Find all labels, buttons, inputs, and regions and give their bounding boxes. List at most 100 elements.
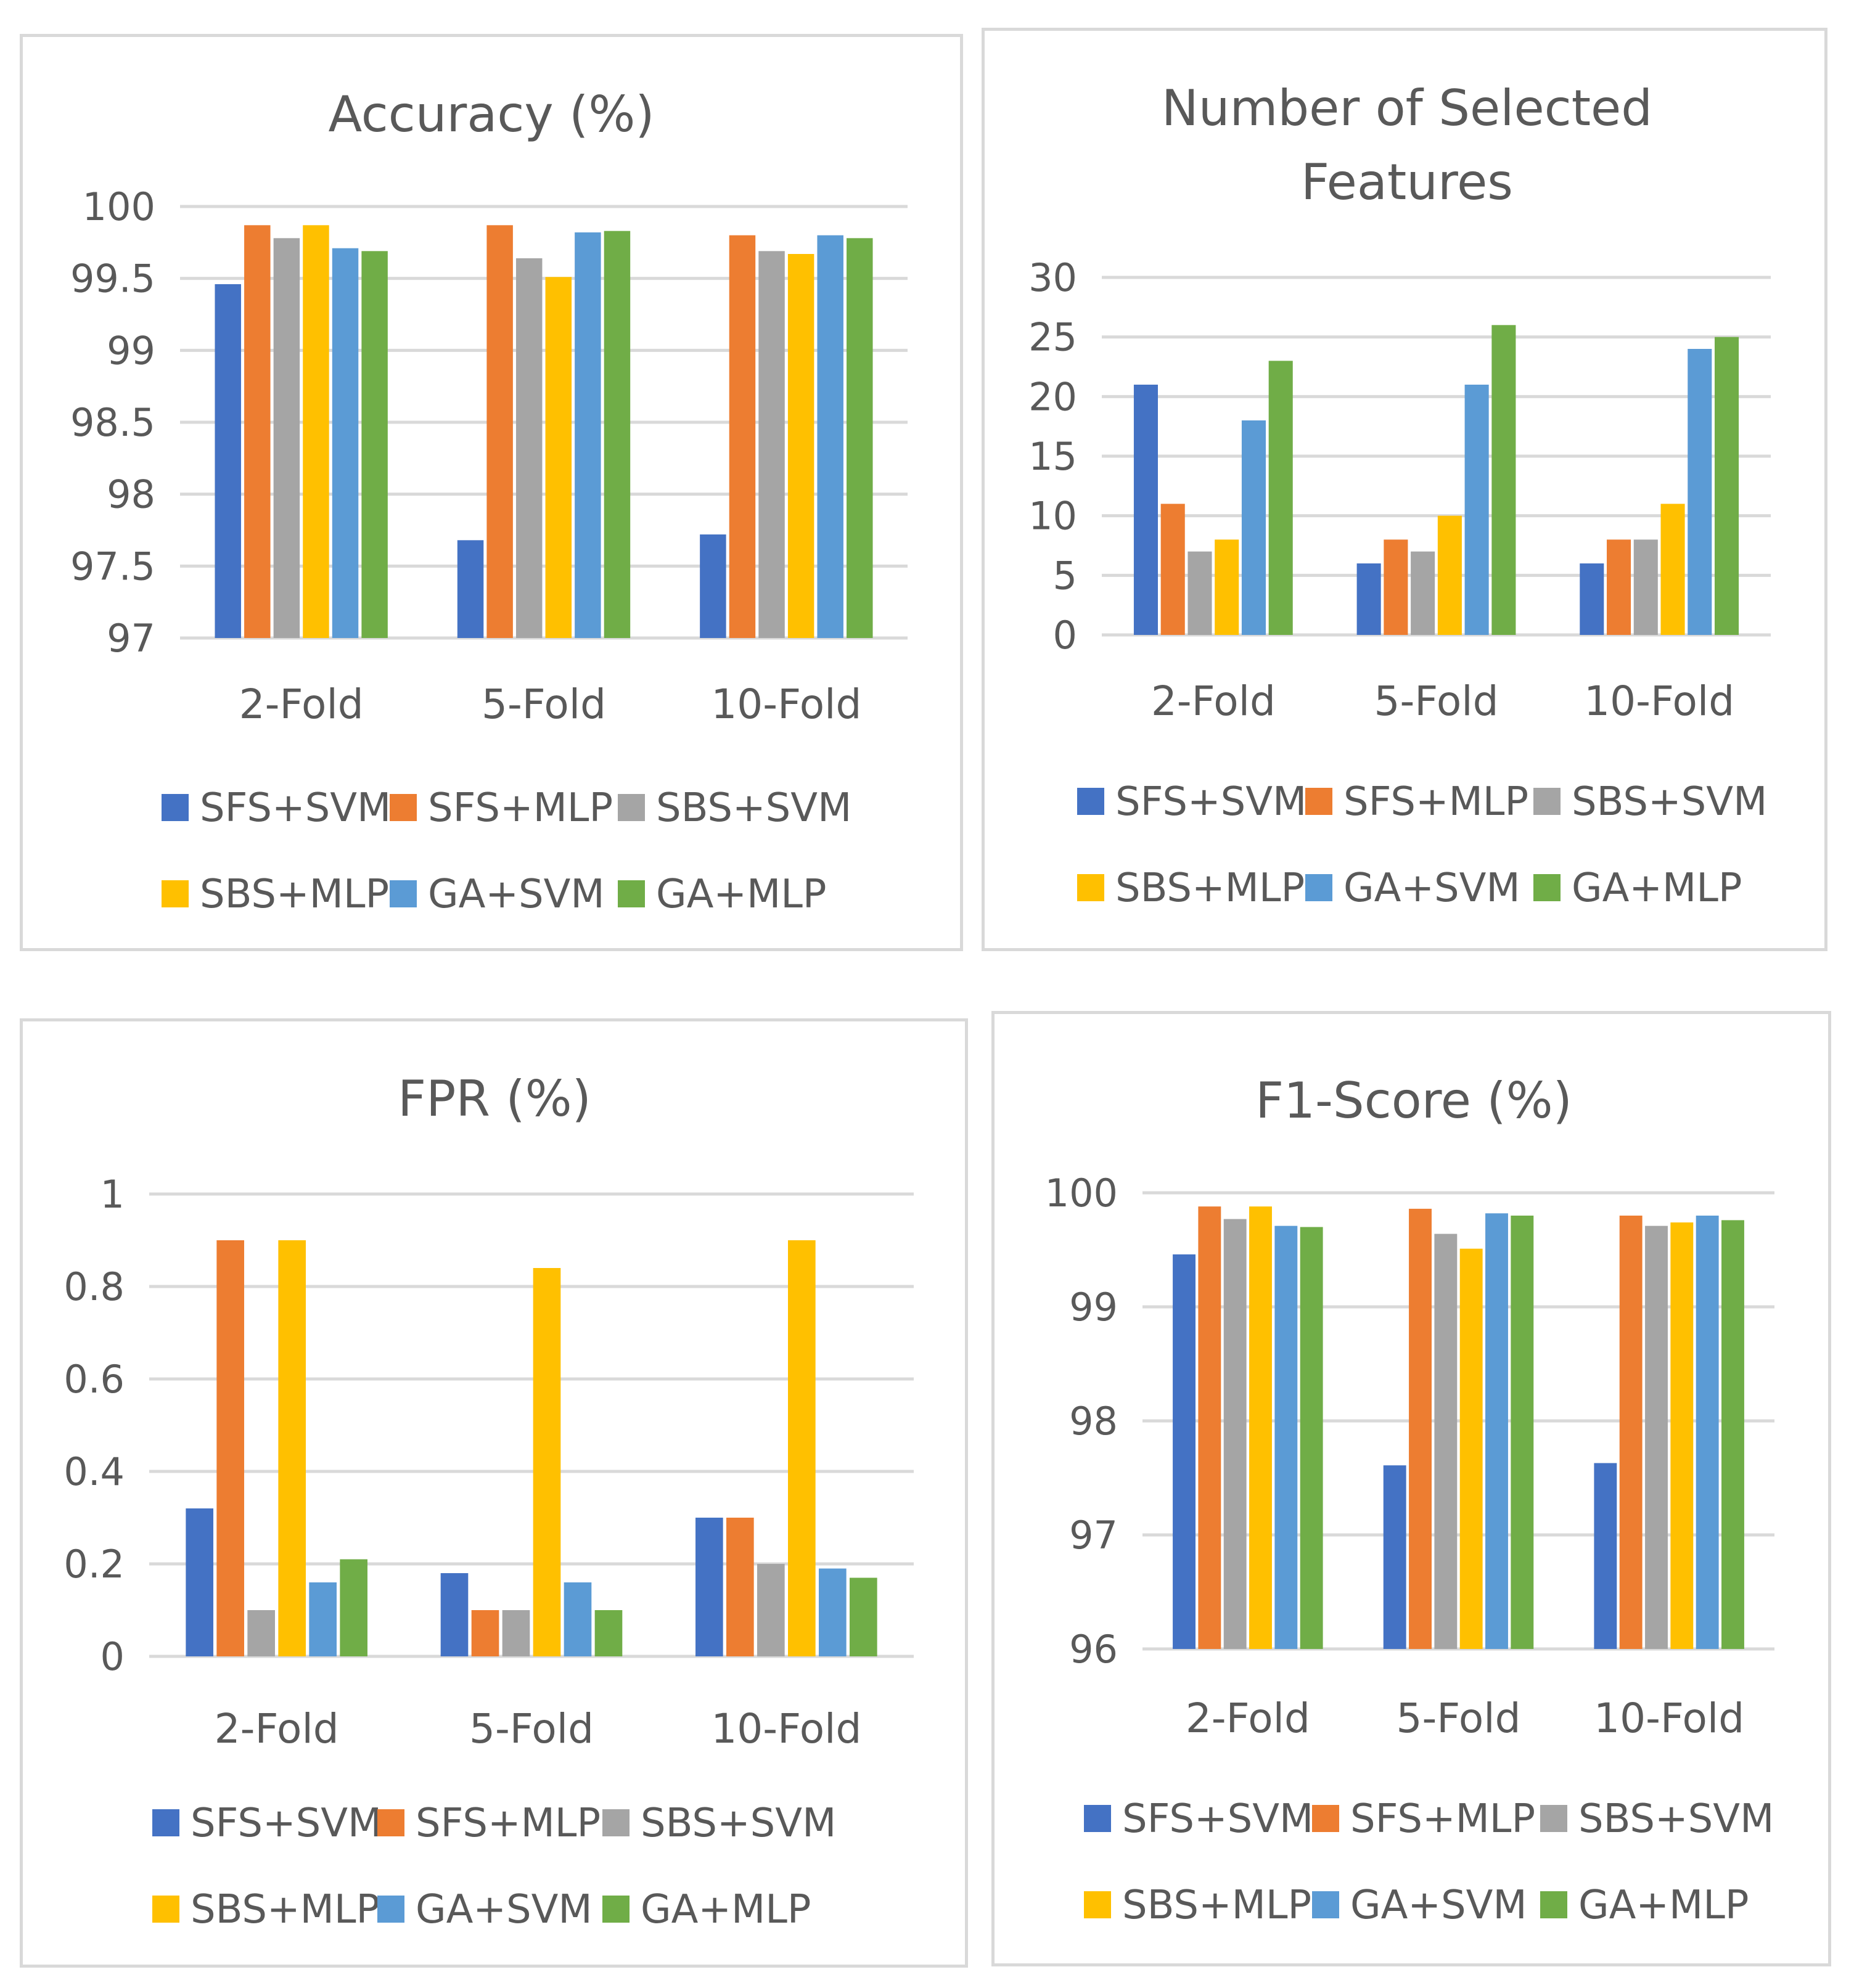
legend-swatch-sfs-svm [152,1809,179,1836]
bar-sbs-mlp-2-fold [278,1240,306,1656]
bar-sfs-svm-2-fold [1173,1254,1196,1649]
y-tick-label: 0.4 [64,1449,125,1494]
legend-swatch-sfs-mlp [377,1809,404,1836]
x-tick-label: 2-Fold [239,681,364,728]
legend-swatch-ga-svm [1305,874,1332,901]
legend-label-sbs-svm: SBS+SVM [1578,1796,1774,1842]
features-chart-svg: Number of Selected Features 0 5 10 15 20 25 30 2-… [1028,80,1771,911]
y-tick-label: 25 [1028,315,1077,360]
bar-sfs-mlp-2-fold [244,225,271,638]
bar-sfs-mlp-2-fold [216,1240,244,1656]
bar-sfs-mlp-10-fold [726,1518,754,1656]
legend-swatch-sbs-mlp [162,880,189,907]
bar-sfs-svm-2-fold [186,1508,213,1656]
x-tick-label: 2-Fold [1186,1695,1310,1742]
y-tick-label: 30 [1028,255,1077,300]
bar-sbs-mlp-10-fold [1660,504,1685,635]
bar-sfs-svm-2-fold [1133,385,1158,635]
legend-swatch-sbs-mlp [1077,874,1104,901]
bar-sfs-mlp-5-fold [1384,539,1408,635]
bar-sfs-svm-10-fold [700,534,726,638]
bar-ga-svm-5-fold [1464,385,1489,635]
x-tick-label: 5-Fold [1396,1695,1520,1742]
legend-label-ga-mlp: GA+MLP [1572,865,1742,911]
bar-sfs-svm-5-fold [1383,1465,1406,1649]
legend-label-sfs-svm: SFS+SVM [1122,1796,1313,1842]
bar-ga-mlp-5-fold [594,1610,623,1656]
legend-label-sbs-svm: SBS+SVM [641,1801,836,1846]
legend-label-ga-svm: GA+SVM [416,1887,593,1933]
bar-sbs-svm-2-fold [247,1610,275,1656]
legend-label-ga-mlp: GA+MLP [641,1887,811,1933]
legend-swatch-ga-svm [377,1896,404,1923]
bar-ga-mlp-10-fold [1715,337,1739,635]
accuracy-chart-panel: Accuracy (%) 97 97.5 98 98.5 99 99.5 100 2-Fold 5… [20,34,963,951]
legend-swatch-sfs-svm [1084,1805,1111,1832]
legend-label-sfs-mlp: SFS+MLP [428,785,613,831]
legend-swatch-sfs-mlp [1312,1805,1339,1832]
bar-ga-svm-5-fold [1485,1213,1508,1649]
y-tick-label: 98 [107,472,155,517]
bar-sbs-mlp-5-fold [1437,515,1462,635]
bar-sbs-svm-10-fold [1633,539,1658,635]
bar-ga-mlp-5-fold [604,231,631,639]
bar-sfs-mlp-10-fold [1607,539,1631,635]
bar-ga-svm-2-fold [309,1582,337,1656]
bar-sbs-mlp-5-fold [545,277,572,638]
chart-title: FPR (%) [398,1070,591,1127]
bar-ga-mlp-5-fold [1511,1216,1534,1649]
y-tick-label: 99.5 [70,256,155,301]
x-tick-label: 2-Fold [215,1705,339,1753]
y-tick-label: 99 [107,328,155,373]
legend-label-sbs-svm: SBS+SVM [1572,779,1767,825]
y-tick-label: 10 [1028,494,1077,539]
bar-ga-mlp-2-fold [1300,1227,1323,1649]
bar-sfs-mlp-5-fold [486,225,513,638]
legend-swatch-sfs-svm [1077,788,1104,815]
bar-ga-mlp-10-fold [850,1577,877,1656]
bar-ga-svm-10-fold [817,235,843,639]
y-tick-label: 0 [100,1634,125,1679]
legend-label-ga-svm: GA+SVM [1350,1883,1527,1928]
x-tick-label: 5-Fold [1374,677,1498,725]
legend-label-sfs-svm: SFS+SVM [200,785,391,831]
legend-label-sbs-mlp: SBS+MLP [1115,865,1305,911]
legend-label-ga-mlp: GA+MLP [1578,1883,1749,1928]
x-tick-label: 10-Fold [1594,1695,1744,1742]
bar-sfs-mlp-2-fold [1198,1206,1221,1649]
legend-label-sfs-mlp: SFS+MLP [1350,1796,1535,1842]
bar-ga-mlp-2-fold [361,251,388,638]
y-tick-label: 97 [1069,1513,1118,1558]
bar-sbs-mlp-2-fold [1215,539,1239,635]
bar-sbs-svm-5-fold [502,1610,530,1656]
bar-sbs-svm-10-fold [758,251,785,638]
bar-sbs-mlp-10-fold [787,254,814,638]
y-tick-label: 1 [100,1172,125,1217]
legend-swatch-sbs-svm [1533,788,1561,815]
legend-swatch-sbs-mlp [1084,1891,1111,1918]
bar-ga-mlp-2-fold [340,1559,367,1656]
bar-ga-mlp-10-fold [847,238,873,638]
y-tick-label: 96 [1069,1627,1118,1672]
bar-ga-svm-2-fold [1274,1225,1298,1649]
bar-ga-svm-10-fold [1688,349,1712,635]
selected-features-chart-panel: Number of Selected Features 0 5 10 15 20 25 30 2-… [982,28,1827,951]
accuracy-chart-svg: Accuracy (%) 97 97.5 98 98.5 99 99.5 100 2-Fold 5… [70,86,908,917]
bar-ga-svm-10-fold [1696,1216,1719,1649]
legend-swatch-sbs-svm [618,794,645,821]
chart-title: F1-Score (%) [1255,1072,1572,1129]
bar-sbs-svm-5-fold [1411,551,1435,635]
bar-sfs-mlp-10-fold [1619,1216,1643,1649]
bar-sfs-mlp-2-fold [1160,504,1185,635]
legend-label-sfs-svm: SFS+SVM [191,1801,382,1846]
chart-title: Number of Selected [1162,80,1652,137]
legend-swatch-ga-mlp [618,880,645,907]
f1-chart-svg: F1-Score (%) 96 97 98 99 100 2-Fold 5-Fold 10-Fo… [1045,1072,1774,1928]
bar-sbs-svm-2-fold [273,238,300,638]
legend-swatch-sfs-mlp [1305,788,1332,815]
legend-swatch-sfs-svm [162,794,189,821]
y-tick-label: 5 [1053,553,1077,598]
legend-swatch-ga-svm [1312,1891,1339,1918]
bar-sbs-svm-2-fold [1187,551,1212,635]
y-tick-label: 100 [1045,1171,1118,1216]
